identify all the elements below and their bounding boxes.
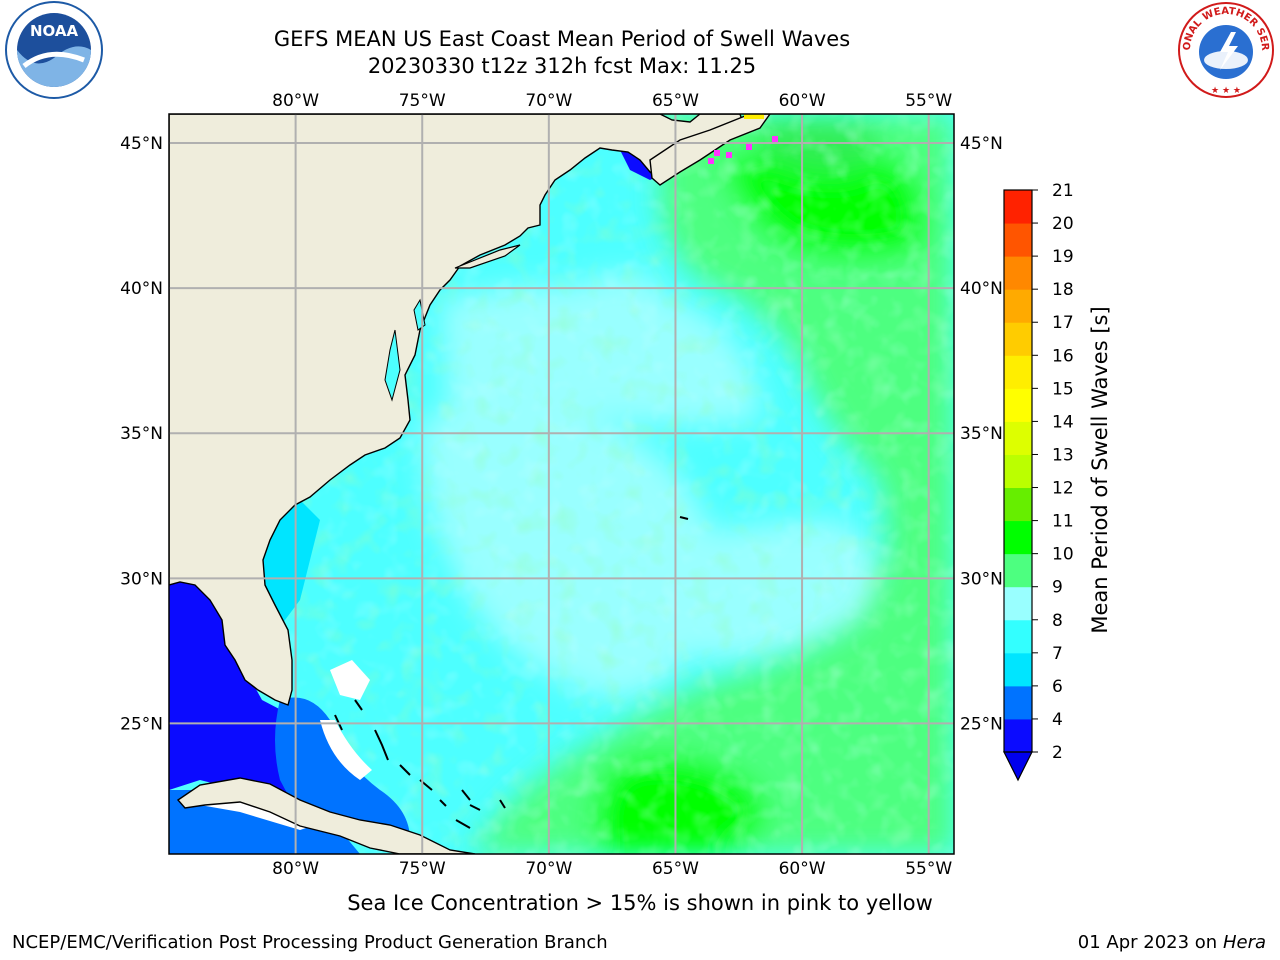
colorbar-segment (1004, 388, 1032, 422)
lat-tick-label-left: 30°N (120, 569, 163, 589)
cuba-land (176, 777, 476, 854)
nws-logo-icon: NATIONAL WEATHER SERVICE ★ ★ ★ (1172, 0, 1276, 104)
lat-tick-label-left: 25°N (120, 714, 163, 734)
map-frame (168, 113, 955, 855)
colorbar-segment (1004, 256, 1032, 290)
colorbar-tick-label: 20 (1052, 214, 1074, 234)
lat-tick-label-right: 40°N (960, 279, 1003, 299)
colorbar-segment (1004, 718, 1032, 753)
lon-tick-label-bottom: 70°W (525, 859, 572, 879)
map-plot-area (169, 114, 954, 854)
colorbar-segment (1004, 553, 1032, 588)
lat-tick-label-right: 25°N (960, 714, 1003, 734)
colorbar-tick-label: 4 (1052, 710, 1063, 730)
colorbar-tick-label: 13 (1052, 445, 1074, 465)
sea-ice-marks (708, 136, 778, 164)
colorbar: 2 4 6 7 8 9 10 11 12 13 14 15 16 17 18 19 20 21 (1003, 181, 1074, 782)
lon-tick-label-top: 80°W (272, 91, 319, 111)
lon-tick-label-bottom: 55°W (905, 859, 952, 879)
colorbar-tick-label: 6 (1052, 677, 1063, 697)
colorbar-segment (1004, 619, 1032, 654)
colorbar-tick-label: 7 (1052, 644, 1063, 664)
lon-tick-label-top: 70°W (525, 91, 572, 111)
chart-subtitle: 20230330 t12z 312h fcst Max: 11.25 (367, 54, 757, 78)
lat-tick-label-left: 35°N (120, 424, 163, 444)
lon-tick-label-top: 75°W (399, 91, 446, 111)
noaa-logo-icon: NOAA (4, 0, 104, 104)
colorbar-extend-min (1003, 751, 1033, 782)
colorbar-tick-label: 14 (1052, 412, 1074, 432)
colorbar-segment (1004, 652, 1032, 687)
svg-text:★ ★ ★: ★ ★ ★ (1211, 86, 1241, 96)
colorbar-tick-label: 18 (1052, 280, 1074, 300)
map-tick-labels: 80°W 80°W 75°W 75°W 70°W 70°W 65°W 65°W 60°W 60°W… (120, 91, 1003, 879)
colorbar-tick-label: 9 (1052, 578, 1063, 598)
lon-tick-label-top: 65°W (652, 91, 699, 111)
map-gridlines (169, 114, 954, 854)
colorbar-tick-label: 12 (1052, 479, 1074, 499)
footer-credit: NCEP/EMC/Verification Post Processing Pr… (12, 932, 608, 953)
noaa-logo-text: NOAA (30, 22, 79, 40)
lon-tick-label-bottom: 60°W (779, 859, 826, 879)
lon-tick-label-bottom: 75°W (399, 859, 446, 879)
lat-tick-label-right: 35°N (960, 424, 1003, 444)
colorbar-tick-label: 21 (1052, 181, 1074, 201)
colorbar-tick-label: 17 (1052, 313, 1074, 333)
colorbar-frame (1003, 189, 1033, 753)
lat-tick-label-left: 45°N (120, 134, 163, 154)
colorbar-segment (1004, 355, 1032, 389)
colorbar-segment (1004, 487, 1032, 522)
footer-date: 01 Apr 2023 on Hera (1078, 932, 1266, 953)
colorbar-tick-label: 15 (1052, 379, 1074, 399)
colorbar-segment (1004, 322, 1032, 356)
lat-tick-label-right: 30°N (960, 569, 1003, 589)
colorbar-segment (1004, 223, 1032, 257)
lon-tick-label-top: 60°W (779, 91, 826, 111)
sea-ice-note: Sea Ice Concentration > 15% is shown in … (347, 891, 933, 915)
lon-tick-label-top: 55°W (905, 91, 952, 111)
lat-tick-label-right: 45°N (960, 134, 1003, 154)
colorbar-tick-label: 16 (1052, 346, 1074, 366)
chart-title: GEFS MEAN US East Coast Mean Period of S… (273, 27, 851, 51)
footer-machine: Hera (1222, 932, 1266, 953)
colorbar-segment (1004, 685, 1032, 720)
lat-tick-label-left: 40°N (120, 279, 163, 299)
colorbar-segment (1004, 190, 1032, 224)
colorbar-tick-label: 11 (1052, 512, 1074, 532)
footer-date-text: 01 Apr 2023 on (1077, 932, 1223, 953)
colorbar-tick-label: 8 (1052, 611, 1063, 631)
colorbar-tick-label: 10 (1052, 545, 1074, 565)
colorbar-segment (1004, 289, 1032, 323)
colorbar-tick-label: 19 (1052, 247, 1074, 267)
colorbar-segment (1004, 454, 1032, 489)
colorbar-tick-label: 2 (1052, 743, 1063, 763)
colorbar-segment (1004, 586, 1032, 621)
lon-tick-label-bottom: 80°W (272, 859, 319, 879)
colorbar-segment (1004, 421, 1032, 455)
lon-tick-label-bottom: 65°W (652, 859, 699, 879)
colorbar-segment (1004, 520, 1032, 555)
colorbar-label: Mean Period of Swell Waves [s] (1088, 306, 1112, 633)
